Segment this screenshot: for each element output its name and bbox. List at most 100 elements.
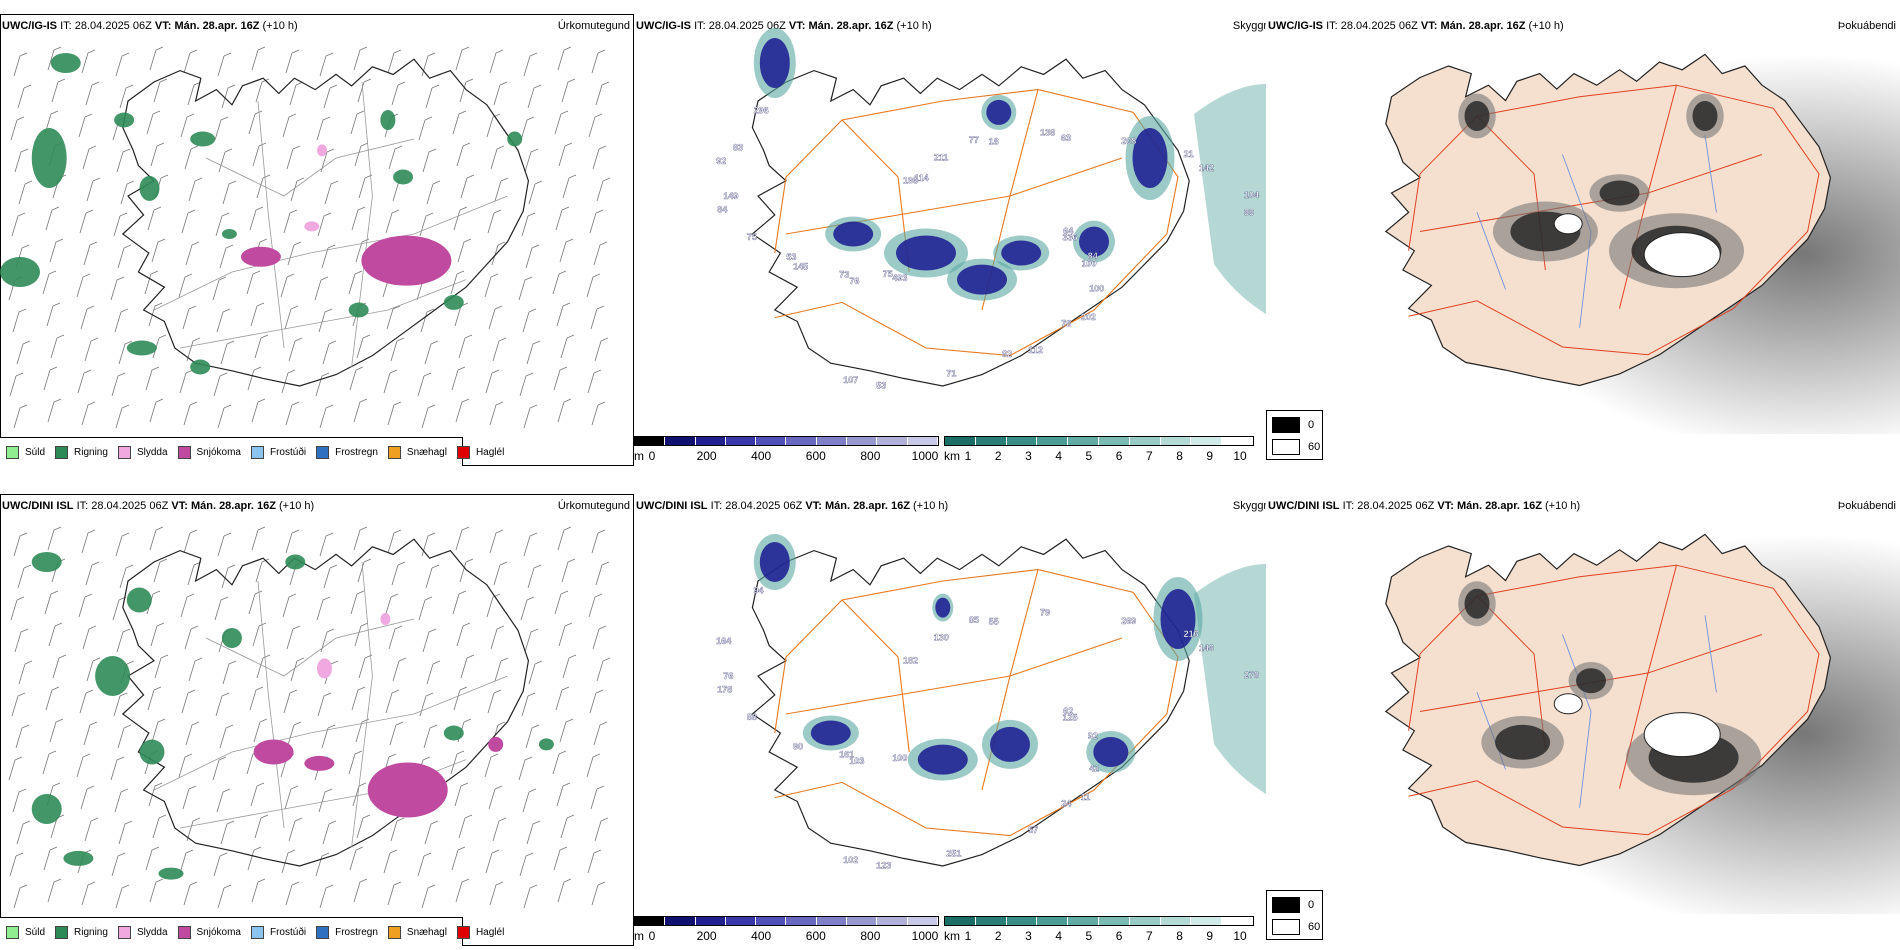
cloud-base-label: 83 [733, 142, 743, 152]
glacier [1643, 712, 1721, 758]
colorbar-cell [1037, 917, 1069, 925]
panel-title: Skyggni [1232, 500, 1266, 512]
colorbar-cells [634, 436, 939, 446]
cloud-base-colorbar: m 0 200 400 600 800 1000 [634, 916, 939, 946]
precip-type-legend: Súld Rigning Slydda Snjókoma Frostúði Frostre… [0, 917, 504, 946]
colorbar-cell [945, 437, 976, 445]
colorbar-tick: 800 [860, 449, 881, 463]
precip-map [8, 526, 611, 909]
colorbar-cell [1191, 917, 1223, 925]
cloud-base-label: 251 [946, 848, 961, 858]
wind-barbs [8, 46, 611, 429]
legend-swatch [387, 445, 401, 459]
land [1384, 53, 1832, 387]
cloud-base-label: 149 [723, 191, 738, 201]
colorbar-tick: 1000 [911, 929, 939, 943]
fog-swatch-0 [1272, 897, 1300, 913]
legend-label: Súld [25, 446, 46, 458]
cloud-base-label: 77 [969, 135, 979, 145]
panel-header: UWC/IG-IS IT: 28.04.2025 06Z VT: Mán. 28… [1268, 20, 1564, 32]
colorbar-cell [1068, 437, 1099, 445]
glacier [1643, 232, 1721, 278]
cloud-base-label: 103 [849, 756, 864, 766]
colorbar-tick: 400 [751, 449, 772, 463]
colorbar-tick: 6 [1115, 929, 1123, 943]
cloud-base-label: 94 [754, 586, 764, 596]
legend-item: Súld [6, 925, 45, 939]
colorbar-cells [634, 916, 939, 926]
colorbar-cell [816, 437, 848, 445]
legend-label: Rigning [74, 446, 108, 458]
colorbar-unit: km [944, 449, 960, 463]
glacier [1553, 213, 1583, 235]
coastline [751, 538, 1190, 867]
legend-swatch [55, 445, 69, 459]
colorbar-cell [786, 437, 817, 445]
colorbar-cell [635, 437, 666, 445]
colorbar-tick: 0 [648, 449, 656, 463]
coastline [121, 538, 530, 867]
colorbar-tick: 600 [805, 449, 826, 463]
legend-item: Frostúði [250, 925, 307, 939]
legend-item: Snæhagl [387, 445, 447, 459]
legend-label: Frostúði [269, 926, 307, 938]
cloud-base-label: 84 [1088, 251, 1098, 261]
precip-map [0, 46, 611, 429]
colorbar-tick: 7 [1145, 449, 1153, 463]
colorbar-tick: 5 [1085, 449, 1093, 463]
legend-item: Snjókoma [177, 445, 241, 459]
cloud-base-label: 182 [903, 656, 918, 666]
cloud-base-label: 102 [843, 855, 858, 865]
colorbar-cells [944, 436, 1254, 446]
cloud-base-label: 161 [839, 750, 854, 760]
legend-swatch [117, 445, 131, 459]
cloud-base-label: 82 [1002, 349, 1012, 359]
cloud-base-label: 164 [716, 636, 731, 646]
cloud-base-label: 85 [969, 615, 979, 625]
legend-swatch [6, 445, 19, 459]
cloud-base-label: 88 [747, 712, 757, 722]
low-cloud-areas [753, 534, 1203, 781]
colorbar-cell [756, 437, 787, 445]
cloud-base-label: 76 [849, 276, 859, 286]
cloud-base-label: 21 [1184, 149, 1194, 159]
legend-item: Rigning [55, 445, 108, 459]
legend-item: Súld [6, 445, 46, 459]
colorbar-cell [786, 917, 817, 925]
coastline [751, 58, 1190, 387]
colorbar-cell [877, 917, 908, 925]
colorbar-cell [1222, 437, 1253, 445]
legend-swatch [117, 925, 131, 939]
legend-item: Slydda [117, 445, 168, 459]
colorbar-tick: 4 [1055, 449, 1062, 463]
legend-label: Rigning [74, 926, 108, 938]
legend-swatch [316, 925, 330, 939]
cloud-base-label: 42 [1089, 764, 1099, 774]
cloud-base-label: 100 [1082, 259, 1097, 269]
fog-map [1266, 514, 1900, 914]
cloud-base-label: 99 [1244, 208, 1254, 218]
colorbar-tick: 3 [1025, 449, 1032, 463]
colorbar-tick: 2 [994, 929, 1002, 943]
cloud-base-label: 62 [1063, 706, 1073, 716]
legend-swatch [250, 925, 264, 939]
colorbar-cell [1129, 437, 1161, 445]
panel-title: Úrkomutegund [557, 20, 630, 32]
legend-label: Snjókoma [196, 926, 241, 938]
colorbar-tick: 4 [1055, 929, 1062, 943]
cloud-base-label: 64 [1063, 226, 1073, 236]
legend-swatch [456, 925, 470, 939]
legend-swatch [177, 445, 191, 459]
cloud-base-label: 278 [1244, 670, 1259, 680]
legend-swatch [55, 925, 69, 939]
colorbar-cell [847, 437, 878, 445]
colorbar-cell [1191, 437, 1223, 445]
cloud-base-label: 125 [1063, 713, 1078, 723]
colorbar-cell [877, 437, 908, 445]
cloud-base-label: 198 [903, 176, 918, 186]
colorbar-tick: 10 [1233, 929, 1247, 943]
cloud-base-label: 75 [747, 232, 757, 242]
colorbar-cell [1037, 437, 1069, 445]
legend-item: Frostregn [316, 445, 378, 459]
cloud-base-label: 112 [1028, 345, 1043, 355]
